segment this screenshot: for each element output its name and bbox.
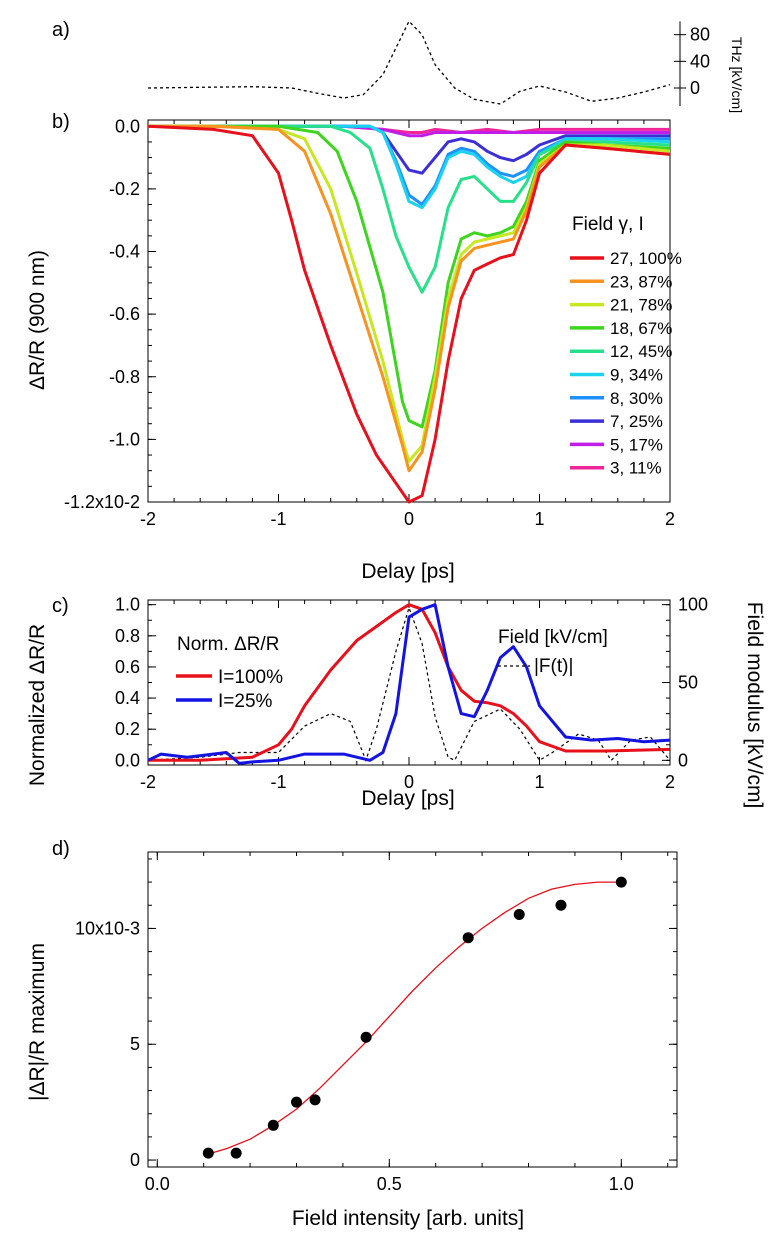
panel-d-xlabel: Field intensity [arb. units] (292, 1207, 524, 1230)
panel-c-legend-left-title: Norm. ΔR/R (177, 634, 279, 655)
panel-b-legend-title: Field γ, I (572, 214, 644, 235)
x-tick-label: 1.0 (609, 1174, 634, 1194)
x-tick-label: 2 (665, 509, 675, 529)
y-tick-label: 0.0 (115, 750, 140, 770)
x-tick-label: 1 (534, 509, 544, 529)
panel-label-a: a) (52, 19, 70, 41)
legend-label: 23, 87% (610, 272, 672, 291)
y-tick-label: 10x10-3 (75, 918, 140, 938)
data-point (555, 899, 567, 911)
panel-c-ylabel: Normalized ΔR/R (26, 624, 49, 786)
x-tick-label: -2 (140, 772, 156, 792)
panel-d-ylabel: |ΔR|/R maximum (26, 943, 49, 1101)
legend-label: 9, 34% (610, 366, 663, 385)
x-tick-label: 1 (534, 772, 544, 792)
panel-a-y-tick-label: 0 (690, 78, 700, 98)
series-i-25 (147, 603, 671, 765)
panel-b-ylabel: ΔR/R (900 nm) (26, 250, 49, 390)
y-tick-label: -1.0 (109, 429, 140, 449)
y-tick-label: 0.6 (115, 657, 140, 677)
panel-label-d: d) (52, 838, 70, 860)
panel-a-y-tick-label: 80 (690, 25, 710, 45)
data-point (615, 876, 627, 888)
legend-label: 3, 11% (610, 459, 662, 478)
x-tick-label: 0 (404, 772, 414, 792)
y-tick-label: 0.4 (115, 688, 140, 708)
data-point (309, 1094, 321, 1106)
x-tick-label: 0.0 (145, 1174, 170, 1194)
data-point (267, 1119, 279, 1131)
series-12-45- (148, 124, 671, 294)
y2-tick-label: 100 (678, 595, 708, 615)
legend-label: 27, 100% (610, 249, 682, 268)
panel-b-xlabel: Delay [ps] (361, 560, 454, 583)
y-tick-label: 0.2 (115, 719, 140, 739)
data-point (290, 1096, 302, 1108)
data-point (360, 1031, 372, 1043)
x-tick-label: 0 (404, 509, 414, 529)
series-21-78- (148, 124, 671, 463)
panel-a-thz-field: 80 40 0 (147, 20, 710, 106)
legend-label: I=100% (218, 667, 283, 688)
y-tick-label: -0.8 (109, 367, 140, 387)
y-tick-label: 0.0 (115, 116, 140, 136)
x-tick-label: 0.5 (377, 1174, 402, 1194)
data-point (513, 909, 525, 921)
legend-label: 5, 17% (610, 435, 663, 454)
x-tick-label: -1 (270, 509, 286, 529)
panel-c-legend: I=100% I=25% |F(t)| (176, 656, 573, 712)
legend-label: |F(t)| (534, 656, 573, 677)
panel-label-c: c) (52, 595, 69, 617)
panel-a-y-tick-label: 40 (690, 51, 710, 71)
legend-label: 18, 67% (610, 319, 672, 338)
panel-d-frame (147, 851, 678, 1168)
y-tick-label: 5 (130, 1034, 140, 1054)
x-tick-label: -2 (140, 509, 156, 529)
y-tick-label: -0.4 (109, 242, 140, 262)
panel-c-normalized: -2 -1 0 1 2 0.0 0.2 0.4 0.6 0.8 1.0 0 50 100 (115, 595, 708, 792)
y2-tick-label: 50 (678, 673, 698, 693)
y-tick-label: 0 (130, 1150, 140, 1170)
legend-label: 21, 78% (610, 296, 672, 315)
y-tick-label: 1.0 (115, 595, 140, 615)
series-27-100- (147, 124, 671, 504)
panel-c-legend-right-title: Field [kV/cm] (498, 627, 608, 648)
panel-b-legend: 27, 100% 23, 87% 21, 78% 18, 67% 12, 45% 9, 3… (570, 249, 682, 478)
y-tick-label: -1.2x10-2 (64, 492, 140, 512)
y-tick-label: -0.2 (109, 179, 140, 199)
thz-field-trace (147, 20, 671, 105)
data-point (202, 1147, 214, 1159)
panel-c-y2label: Field modulus [kV/cm] (743, 602, 766, 809)
x-tick-label: 2 (665, 772, 675, 792)
series-23-87- (148, 124, 671, 473)
panel-b-reflectivity: -2 -1 0 1 2 0.0 -0.2 -0.4 -0.6 -0.8 -1.0 -1.2x10-2 (64, 116, 675, 529)
y-tick-label: -0.6 (109, 304, 140, 324)
series-i-100 (148, 603, 671, 762)
legend-label: 7, 25% (610, 412, 663, 431)
panel-label-b: b) (52, 111, 70, 133)
panel-c-xlabel: Delay [ps] (361, 787, 454, 810)
data-point (462, 932, 474, 944)
panel-d-maximum: 0.0 0.5 1.0 0 5 10x10-3 (75, 851, 678, 1194)
y-tick-label: 0.8 (115, 626, 140, 646)
legend-label: 12, 45% (610, 342, 672, 361)
panel-a-ylabel: THz [kV/cm] (729, 37, 745, 113)
x-tick-label: -1 (270, 772, 286, 792)
data-point (230, 1147, 242, 1159)
fit-curve (203, 881, 622, 1157)
legend-label: I=25% (218, 691, 273, 712)
y2-tick-label: 0 (678, 750, 688, 770)
legend-label: 8, 30% (610, 389, 663, 408)
